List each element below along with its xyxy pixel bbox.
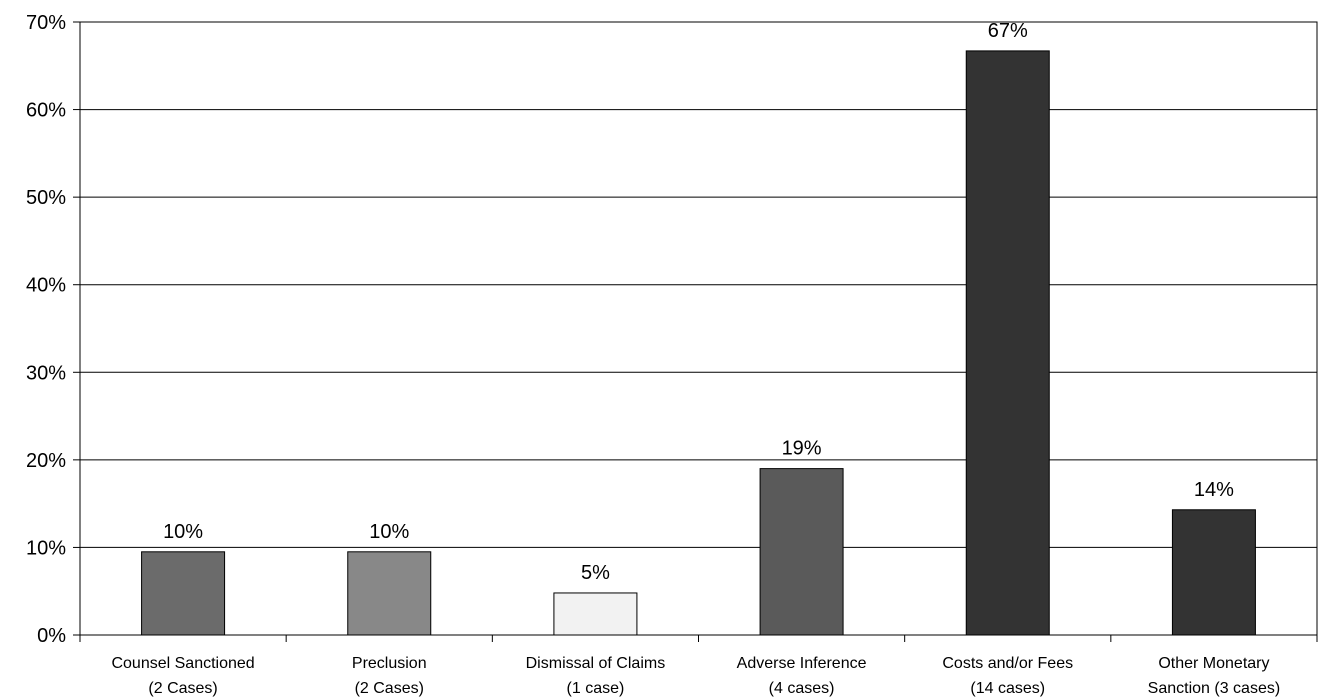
data-label: 10% bbox=[163, 521, 203, 543]
bar bbox=[1171, 509, 1256, 636]
x-category-label: (2 Cases) bbox=[148, 680, 217, 697]
y-tick-label: 60% bbox=[26, 100, 66, 122]
x-category-label: (4 cases) bbox=[769, 680, 835, 697]
bar bbox=[141, 551, 226, 636]
bar bbox=[965, 50, 1050, 636]
plot-area bbox=[79, 21, 1318, 636]
x-category-label: Other Monetary bbox=[1158, 655, 1269, 672]
bar bbox=[347, 551, 432, 636]
x-category-label: Costs and/or Fees bbox=[942, 655, 1073, 672]
y-tick-label: 30% bbox=[26, 362, 66, 384]
x-category-label: Adverse Inference bbox=[737, 655, 867, 672]
data-label: 67% bbox=[988, 20, 1028, 42]
bar bbox=[759, 468, 844, 636]
x-category-label: (2 Cases) bbox=[355, 680, 424, 697]
y-tick-label: 10% bbox=[26, 537, 66, 559]
data-label: 14% bbox=[1194, 479, 1234, 501]
bars: 10% 10% 5% 19% 67% 14% bbox=[141, 20, 1256, 636]
x-category-label: (14 cases) bbox=[970, 680, 1045, 697]
x-category-label: Preclusion bbox=[352, 655, 427, 672]
x-category-label: (1 case) bbox=[567, 680, 625, 697]
data-label: 5% bbox=[581, 562, 610, 584]
y-tick-label: 50% bbox=[26, 187, 66, 209]
x-axis: Counsel Sanctioned (2 Cases) Preclusion (2 … bbox=[79, 635, 1318, 697]
y-axis: 0% 10% 20% 30% 40% 50% 60% 70% bbox=[26, 12, 80, 647]
y-tick-label: 20% bbox=[26, 450, 66, 472]
x-category-label: Dismissal of Claims bbox=[526, 655, 666, 672]
y-tick-label: 0% bbox=[37, 625, 66, 647]
x-category-label: Counsel Sanctioned bbox=[111, 655, 254, 672]
y-tick-label: 40% bbox=[26, 275, 66, 297]
gridlines bbox=[80, 109, 1317, 548]
x-category-label: Sanction (3 cases) bbox=[1148, 680, 1281, 697]
bar bbox=[553, 592, 638, 636]
data-label: 19% bbox=[782, 438, 822, 460]
y-tick-label: 70% bbox=[26, 12, 66, 34]
data-label: 10% bbox=[369, 521, 409, 543]
